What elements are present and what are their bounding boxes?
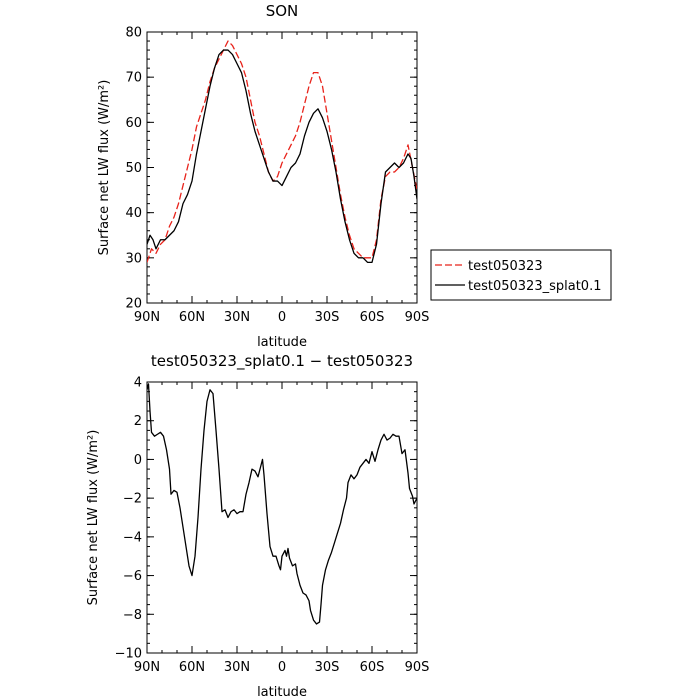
x-tick-label: 60N — [179, 660, 205, 675]
x-tick-label: 90N — [134, 660, 160, 675]
legend-label: test050323_splat0.1 — [468, 279, 601, 294]
series-line-test050323 — [147, 40, 417, 263]
series-line-difference — [147, 383, 417, 625]
y-axis-label: Surface net LW flux (W/m²) — [97, 80, 112, 256]
series-line-test050323-splat0-1 — [147, 49, 417, 263]
y-tick-label: −2 — [123, 492, 142, 507]
x-tick-label: 30N — [224, 310, 250, 325]
y-tick-label: 0 — [134, 453, 142, 468]
x-tick-label: 90S — [405, 310, 430, 325]
x-tick-label: 30S — [315, 660, 340, 675]
x-tick-label: 60S — [360, 310, 385, 325]
y-tick-label: 70 — [125, 71, 142, 86]
x-tick-label: 60N — [179, 310, 205, 325]
legend-box — [430, 249, 612, 301]
y-tick-label: −6 — [123, 569, 142, 584]
y-tick-label: −4 — [123, 530, 142, 545]
x-tick-label: 0 — [278, 310, 286, 325]
x-axis-label: latitude — [257, 335, 307, 350]
y-tick-label: 2 — [134, 414, 142, 429]
y-tick-label: 60 — [125, 116, 142, 131]
y-tick-label: −10 — [115, 647, 142, 662]
x-tick-label: 60S — [360, 660, 385, 675]
x-axis-label: latitude — [257, 685, 307, 700]
y-tick-label: 50 — [125, 161, 142, 176]
x-tick-label: 0 — [278, 660, 286, 675]
x-tick-label: 90S — [405, 660, 430, 675]
x-tick-label: 90N — [134, 310, 160, 325]
y-tick-label: −8 — [123, 608, 142, 623]
plot-frame-bottom — [146, 381, 418, 654]
chart-title: SON — [266, 2, 299, 20]
y-tick-label: 80 — [125, 26, 142, 41]
y-tick-label: 4 — [134, 376, 142, 391]
legend-label: test050323 — [468, 259, 543, 274]
x-tick-label: 30S — [315, 310, 340, 325]
y-axis-label: Surface net LW flux (W/m²) — [86, 430, 101, 606]
y-tick-label: 30 — [125, 251, 142, 266]
x-tick-label: 30N — [224, 660, 250, 675]
chart-title: test050323_splat0.1 − test050323 — [151, 352, 413, 371]
y-tick-label: 20 — [125, 297, 142, 312]
y-tick-label: 40 — [125, 206, 142, 221]
